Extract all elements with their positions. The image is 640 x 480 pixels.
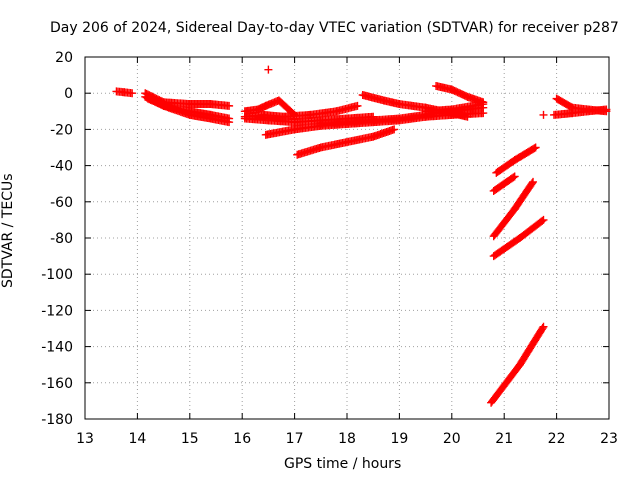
data-marker xyxy=(528,179,537,188)
data-marker xyxy=(539,110,548,119)
data-marker xyxy=(390,125,399,134)
data-marker xyxy=(539,322,548,331)
x-tick-label: 14 xyxy=(128,431,146,447)
data-marker xyxy=(530,144,539,153)
x-tick-label: 17 xyxy=(286,431,304,447)
data-marker xyxy=(353,101,362,110)
series-s18 xyxy=(489,215,548,261)
series-s6 xyxy=(240,101,362,121)
y-tick-label: -40 xyxy=(50,159,73,175)
series-s4 xyxy=(143,94,234,127)
y-tick-label: -100 xyxy=(41,267,73,283)
y-axis-label: SDTVAR / TECUs xyxy=(0,173,16,288)
series-s9 xyxy=(293,125,399,159)
y-tick-label: 20 xyxy=(55,50,73,66)
y-tick-label: 0 xyxy=(64,86,73,102)
y-tick-label: -20 xyxy=(50,122,73,138)
x-tick-label: 18 xyxy=(338,431,356,447)
data-marker xyxy=(225,101,234,110)
y-tick-label: -180 xyxy=(41,412,73,428)
data-marker xyxy=(225,118,234,127)
x-tick-label: 22 xyxy=(548,431,566,447)
x-tick-label: 15 xyxy=(181,431,199,447)
y-tick-label: -140 xyxy=(41,340,73,356)
y-axis-ticks: 20 0 -20 -40 -60 -80 -100 -120 -140 -160 -180 xyxy=(41,50,609,428)
y-tick-label: -80 xyxy=(50,231,73,247)
x-tick-label: 13 xyxy=(76,431,94,447)
x-tick-label: 23 xyxy=(600,431,618,447)
data-marker xyxy=(463,112,472,121)
series-s1 xyxy=(112,87,137,98)
series-s5 xyxy=(240,96,299,119)
data-points xyxy=(112,65,611,407)
data-marker xyxy=(264,65,273,74)
y-tick-label: -120 xyxy=(41,303,73,319)
data-marker xyxy=(538,216,547,225)
series-s16 xyxy=(489,172,519,195)
x-tick-label: 20 xyxy=(443,431,461,447)
data-marker xyxy=(510,172,519,181)
data-marker xyxy=(538,324,547,333)
series-s15 xyxy=(492,143,540,177)
data-marker xyxy=(509,173,518,182)
x-tick-label: 16 xyxy=(233,431,251,447)
data-marker xyxy=(531,143,540,152)
x-axis-label: GPS time / hours xyxy=(284,456,402,472)
series-s14 xyxy=(264,65,548,119)
data-marker xyxy=(602,107,611,116)
y-tick-label: -60 xyxy=(50,195,73,211)
chart-title: Day 206 of 2024, Sidereal Day-to-day VTE… xyxy=(50,20,619,36)
x-axis-ticks: 13 14 15 16 17 18 19 20 21 22 23 xyxy=(76,57,618,447)
y-tick-label: -160 xyxy=(41,376,73,392)
series-s21 xyxy=(552,94,611,116)
series-s17 xyxy=(489,177,538,241)
series-s13 xyxy=(421,100,488,116)
data-marker xyxy=(128,89,137,98)
data-marker xyxy=(529,177,538,186)
x-tick-label: 21 xyxy=(495,431,513,447)
x-tick-label: 19 xyxy=(390,431,408,447)
data-marker xyxy=(479,100,488,109)
data-marker xyxy=(539,215,548,224)
series-s19 xyxy=(487,322,548,407)
